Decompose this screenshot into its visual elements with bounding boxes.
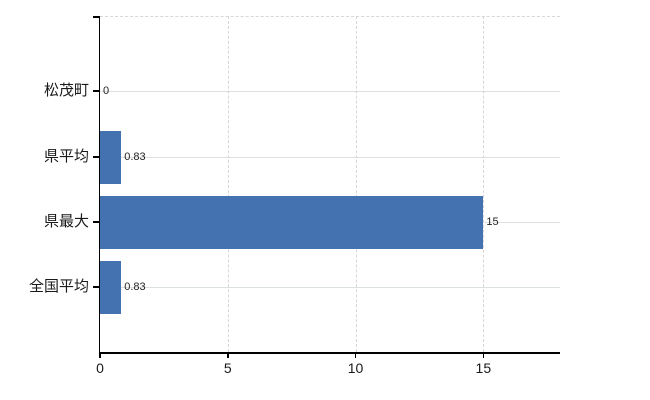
h-gridline <box>100 91 560 92</box>
v-gridline <box>227 16 229 352</box>
y-axis-label: 県平均 <box>43 148 89 165</box>
v-gridline <box>483 16 485 352</box>
x-axis-tick <box>99 352 101 358</box>
y-axis-label: 松茂町 <box>43 82 89 99</box>
plot-top-border <box>100 16 560 17</box>
x-axis-tick-label: 15 <box>475 360 492 376</box>
y-axis-tick <box>93 16 100 18</box>
y-axis-line <box>98 16 100 354</box>
y-axis-tick <box>93 90 100 92</box>
y-axis-tick <box>93 156 100 158</box>
x-axis-tick-label: 5 <box>223 360 232 376</box>
x-axis-tick <box>354 352 357 358</box>
v-gridline <box>355 16 357 352</box>
x-axis-tick <box>482 352 485 358</box>
y-axis-tick <box>93 286 100 288</box>
bar-value-label: 0.83 <box>124 281 146 293</box>
h-gridline <box>100 157 560 158</box>
chart-bar <box>100 130 122 184</box>
y-axis-label: 県最大 <box>43 213 89 230</box>
h-gridline <box>100 287 560 288</box>
bar-value-label: 0.83 <box>124 151 146 163</box>
x-axis-tick-label: 0 <box>96 360 104 376</box>
y-axis-label: 全国平均 <box>28 278 89 295</box>
bar-value-label: 15 <box>486 216 499 228</box>
x-axis-tick <box>227 352 229 358</box>
chart-bar <box>100 195 484 249</box>
chart-bar <box>100 260 122 314</box>
y-axis-tick <box>93 221 100 223</box>
x-axis-line <box>98 352 560 354</box>
bar-value-label: 0 <box>103 85 110 97</box>
x-axis-tick-label: 10 <box>347 360 364 376</box>
